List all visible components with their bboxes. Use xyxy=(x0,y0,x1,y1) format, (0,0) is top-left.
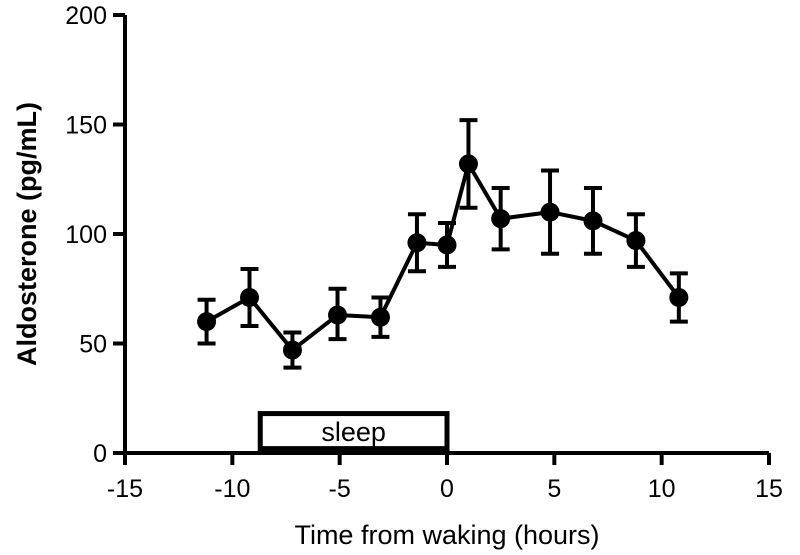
data-point xyxy=(407,233,427,253)
data-point xyxy=(197,312,217,332)
sleep-label: sleep xyxy=(321,417,386,447)
x-tick-label: -5 xyxy=(329,475,351,503)
x-tick-label: 15 xyxy=(755,475,783,503)
annotations: sleep xyxy=(257,411,450,452)
x-axis-title: Time from waking (hours) xyxy=(294,520,599,550)
y-tick-label: 0 xyxy=(93,440,107,468)
data-point xyxy=(540,202,560,222)
data-point xyxy=(583,211,603,231)
series-line xyxy=(205,161,681,353)
y-axis-title: Aldosterone (pg/mL) xyxy=(12,102,42,366)
data-point xyxy=(491,209,511,229)
y-tick-label: 50 xyxy=(79,331,107,359)
axes: 0 50 100 150 200 -15 -10 -5 0 5 10 15 xyxy=(65,2,783,503)
data-point xyxy=(282,340,302,360)
x-tick-label: 0 xyxy=(440,475,454,503)
x-tick-label: 10 xyxy=(648,475,676,503)
x-tick-label: -15 xyxy=(107,475,143,503)
data-point xyxy=(458,154,478,174)
data-point xyxy=(669,288,689,308)
sleep-box xyxy=(257,411,450,452)
data-series xyxy=(197,118,689,370)
data-point xyxy=(437,235,457,255)
y-tick-label: 100 xyxy=(65,221,107,249)
y-tick-label: 150 xyxy=(65,112,107,140)
data-point xyxy=(240,288,260,308)
x-tick-label: -10 xyxy=(214,475,250,503)
data-point xyxy=(370,307,390,327)
y-tick-label: 200 xyxy=(65,2,107,30)
x-tick-label: 5 xyxy=(547,475,561,503)
data-point xyxy=(626,231,646,251)
data-point xyxy=(328,305,348,325)
